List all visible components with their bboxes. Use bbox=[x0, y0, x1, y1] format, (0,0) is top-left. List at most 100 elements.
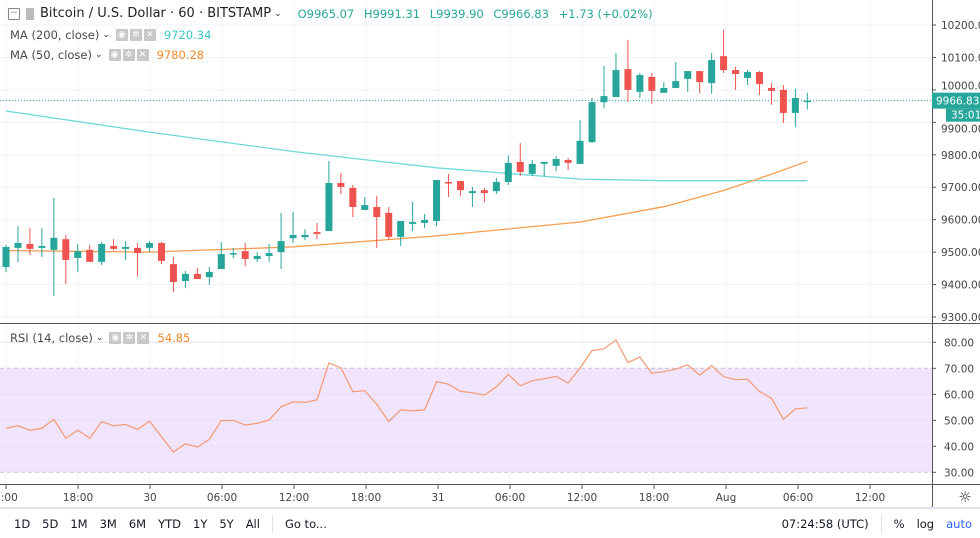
candle bbox=[612, 52, 620, 98]
candle-body bbox=[98, 244, 106, 262]
range-1m[interactable]: 1M bbox=[70, 516, 88, 531]
gear-icon[interactable]: ✲ bbox=[123, 332, 136, 344]
eye-icon[interactable]: ◉ bbox=[109, 332, 122, 344]
low-value: L9939.90 bbox=[429, 6, 484, 21]
candle-body bbox=[492, 182, 500, 192]
gear-icon[interactable]: ✲ bbox=[122, 49, 135, 61]
chevron-down-icon[interactable]: ⌄ bbox=[95, 333, 104, 343]
candle-body bbox=[38, 245, 46, 248]
candle bbox=[157, 242, 165, 265]
price-tick-label: 9500.00 bbox=[941, 247, 980, 259]
candle-body bbox=[552, 159, 560, 166]
last-price-label: 9966.83 bbox=[936, 96, 979, 108]
goto-button[interactable]: Go to... bbox=[284, 516, 327, 531]
collapse-icon[interactable]: − bbox=[8, 7, 20, 20]
time-tick-label: 06:00 bbox=[783, 492, 813, 504]
candle bbox=[660, 82, 668, 93]
eye-icon[interactable]: ◉ bbox=[108, 49, 121, 61]
candle-body bbox=[62, 239, 70, 260]
candle bbox=[181, 270, 189, 289]
candle-body bbox=[229, 253, 237, 255]
candle bbox=[169, 256, 177, 293]
candle-body bbox=[732, 70, 740, 74]
candle bbox=[229, 247, 237, 258]
chevron-down-icon[interactable]: ⌄ bbox=[102, 30, 110, 40]
eye-icon[interactable]: ◉ bbox=[115, 29, 128, 41]
rsi-value: 54.85 bbox=[157, 331, 191, 345]
price-tick-label: 9900.00 bbox=[941, 124, 980, 136]
candle bbox=[253, 252, 261, 262]
candle bbox=[803, 92, 811, 110]
log-toggle[interactable]: log bbox=[916, 516, 935, 531]
candle-body bbox=[755, 72, 763, 85]
candle-body bbox=[241, 251, 249, 259]
range-3m[interactable]: 3M bbox=[99, 516, 117, 531]
candle-body bbox=[660, 87, 668, 93]
candle bbox=[636, 73, 644, 99]
flag-icon[interactable] bbox=[26, 7, 34, 20]
ma50-label[interactable]: MA (50, close) bbox=[10, 48, 92, 62]
gear-icon[interactable]: ✲ bbox=[129, 29, 142, 41]
close-icon[interactable]: ✕ bbox=[143, 29, 156, 41]
candle-body bbox=[2, 246, 10, 268]
rsi-tick-label: 30.00 bbox=[944, 467, 974, 479]
percent-toggle[interactable]: % bbox=[893, 516, 905, 531]
clock[interactable]: 07:24:58 (UTC) bbox=[781, 516, 869, 531]
chevron-down-icon[interactable]: ⌄ bbox=[94, 50, 103, 60]
candle-body bbox=[516, 161, 524, 172]
candle bbox=[26, 228, 34, 256]
candle-body bbox=[696, 71, 704, 83]
price-tick-label: 10100.00 bbox=[941, 52, 980, 64]
candle bbox=[779, 85, 787, 123]
candle bbox=[205, 267, 213, 285]
candle-body bbox=[169, 264, 177, 282]
time-tick-label: 18:00 bbox=[63, 492, 93, 504]
candle bbox=[421, 213, 429, 229]
range-5d[interactable]: 5D bbox=[42, 516, 59, 531]
ohlc-values: O9965.07 H9991.31 L9939.90 C9966.83 +1.7… bbox=[292, 7, 653, 21]
candle bbox=[468, 186, 476, 208]
chevron-down-icon[interactable]: ⌄ bbox=[274, 8, 282, 19]
auto-toggle[interactable]: auto bbox=[946, 516, 972, 531]
time-tick-label: 12:00 bbox=[279, 492, 309, 504]
range-1y[interactable]: 1Y bbox=[193, 516, 208, 531]
ma200-label[interactable]: MA (200, close) bbox=[10, 28, 100, 42]
candle-body bbox=[313, 232, 321, 234]
range-ytd[interactable]: YTD bbox=[158, 516, 181, 531]
candle-body bbox=[205, 271, 213, 278]
candle-body bbox=[265, 253, 273, 257]
high-value: H9991.31 bbox=[363, 6, 421, 21]
close-icon[interactable]: ✕ bbox=[137, 332, 150, 344]
rsi-line bbox=[5, 339, 808, 453]
candle bbox=[445, 173, 453, 197]
rsi-tick-label: 70.00 bbox=[944, 363, 974, 375]
candle bbox=[397, 220, 405, 246]
rsi-tick-label: 60.00 bbox=[944, 389, 974, 401]
candle-body bbox=[122, 246, 130, 249]
candle-body bbox=[803, 100, 811, 103]
candle bbox=[110, 239, 118, 251]
range-all[interactable]: All bbox=[245, 516, 260, 531]
rsi-label[interactable]: RSI (14, close) bbox=[10, 331, 93, 345]
candle bbox=[38, 228, 46, 257]
ma200-legend: MA (200, close) ⌄ ◉ ✲ ✕ 9720.34 bbox=[10, 28, 211, 42]
chart-canvas[interactable]: 2:00 18:00 30 06:00 12:00 18:00 31 06:00 12:00 18… bbox=[0, 0, 980, 508]
time-tick-label: 18:00 bbox=[639, 492, 669, 504]
candle bbox=[492, 177, 500, 195]
candle bbox=[62, 234, 70, 284]
range-5y[interactable]: 5Y bbox=[219, 516, 234, 531]
candle-body bbox=[767, 87, 775, 91]
close-icon[interactable]: ✕ bbox=[136, 49, 149, 61]
candle bbox=[122, 241, 130, 260]
candle-body bbox=[325, 183, 333, 232]
candle-body bbox=[433, 180, 441, 221]
settings-gear-icon[interactable]: ☼ bbox=[958, 488, 972, 506]
symbol-title[interactable]: Bitcoin / U.S. Dollar · 60 · BITSTAMP bbox=[40, 6, 272, 21]
ma200-line bbox=[5, 110, 808, 182]
range-6m[interactable]: 6M bbox=[128, 516, 147, 531]
candle-body bbox=[576, 140, 584, 164]
candle bbox=[337, 172, 345, 195]
price-tick-label: 9400.00 bbox=[941, 280, 980, 292]
candle bbox=[277, 212, 285, 269]
range-1d[interactable]: 1D bbox=[14, 516, 31, 531]
